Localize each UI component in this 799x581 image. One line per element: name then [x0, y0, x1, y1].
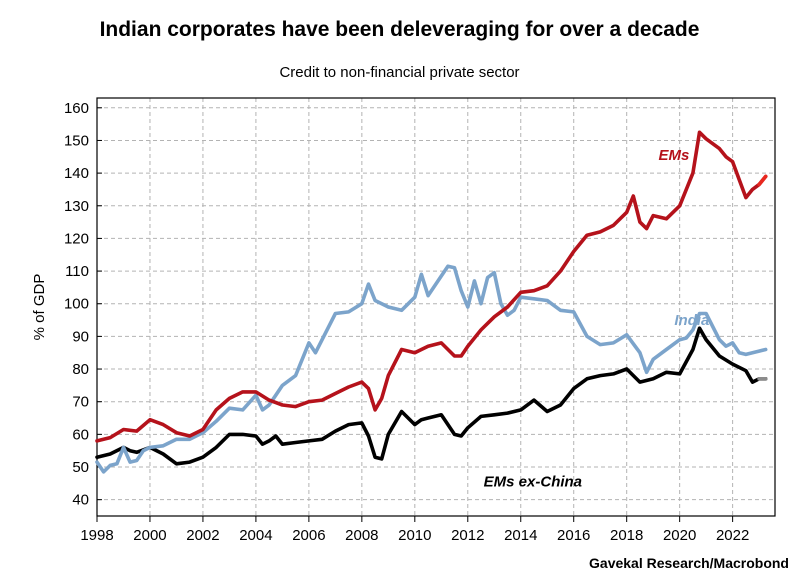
y-tick-label: 50 [72, 459, 89, 476]
series-line-ems-ex-china [95, 326, 768, 466]
y-axis-ticks: 40 50 60 70 80 90 100 110 120 130 140 150 160 [64, 100, 102, 509]
x-tick-label: 2018 [610, 527, 643, 544]
y-tick-label: 140 [64, 165, 89, 182]
series-line-ems [95, 130, 768, 443]
x-tick-label: 2006 [292, 527, 325, 544]
series-label-india: India [674, 312, 709, 329]
chart-title: Indian corporates have been deleveraging… [99, 18, 700, 41]
x-tick-label: 2014 [504, 527, 537, 544]
series-line-india [95, 264, 768, 474]
x-tick-label: 2000 [133, 527, 166, 544]
x-tick-label: 2012 [451, 527, 484, 544]
x-tick-label: 2022 [716, 527, 749, 544]
y-tick-label: 100 [64, 296, 89, 313]
x-axis-ticks: 1998 2000 2002 2004 2006 2008 2010 2012 2014 2016… [80, 516, 749, 544]
x-tick-label: 2008 [345, 527, 378, 544]
x-tick-label: 2004 [239, 527, 272, 544]
y-tick-label: 110 [65, 263, 89, 280]
y-tick-label: 80 [72, 361, 89, 378]
x-tick-label: 2016 [557, 527, 590, 544]
series-labels: EMs India EMs ex-China [484, 147, 710, 491]
y-tick-label: 150 [64, 132, 89, 149]
y-tick-label: 130 [64, 198, 89, 215]
series-latest-segment [757, 174, 768, 187]
y-tick-label: 90 [72, 328, 89, 345]
y-tick-label: 60 [72, 426, 89, 443]
series-label-ems: EMs [658, 147, 689, 164]
y-tick-label: 120 [64, 230, 89, 247]
source-credit: Gavekal Research/Macrobond [589, 555, 789, 571]
x-tick-label: 2010 [398, 527, 431, 544]
x-tick-label: 2020 [663, 527, 696, 544]
series-label-ems-ex-china: EMs ex-China [484, 474, 582, 491]
x-tick-label: 2002 [186, 527, 219, 544]
y-axis-label: % of GDP [31, 274, 48, 341]
series-lines [95, 130, 768, 474]
grid-lines [96, 98, 775, 516]
y-tick-label: 70 [72, 394, 89, 411]
plot-frame [96, 97, 776, 517]
y-tick-label: 40 [72, 492, 89, 509]
chart-subtitle: Credit to non-financial private sector [279, 64, 520, 81]
x-tick-label: 1998 [80, 527, 113, 544]
y-tick-label: 160 [64, 100, 89, 117]
